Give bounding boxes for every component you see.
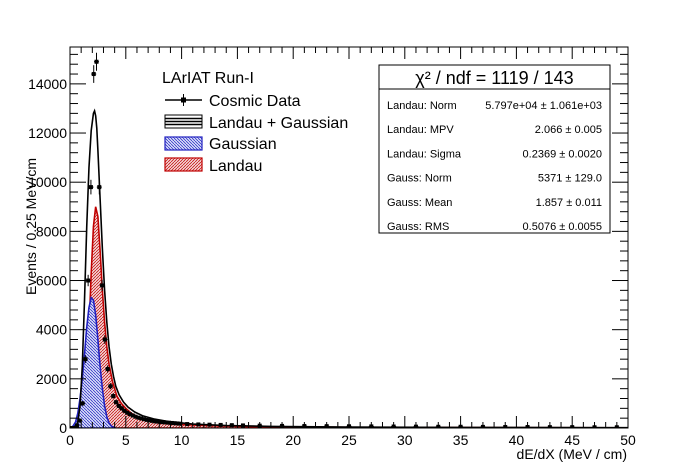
x-tick-label: 10: [174, 432, 190, 448]
data-point: [108, 384, 113, 389]
data-point: [119, 406, 124, 411]
data-point: [133, 414, 138, 419]
data-point: [240, 423, 245, 428]
fit-stat-value: 0.5076 ± 0.0055: [523, 221, 602, 233]
x-tick-label: 30: [397, 432, 413, 448]
y-tick-label: 4000: [36, 322, 67, 338]
y-tick-label: 2000: [36, 371, 67, 387]
fit-stat-value: 5371 ± 129.0: [538, 173, 602, 185]
legend-entry-landau-gaussian: Landau + Gaussian: [164, 114, 348, 132]
x-tick-label: 20: [285, 432, 301, 448]
data-point: [86, 278, 91, 283]
x-tick-label: 25: [341, 432, 357, 448]
y-tick-label: 8000: [36, 223, 67, 239]
data-point: [164, 420, 169, 425]
legend-label-landau-gaussian: Landau + Gaussian: [209, 115, 348, 132]
data-point: [100, 283, 105, 288]
x-axis-label: dE/dX (MeV / cm): [517, 446, 627, 462]
legend-title: LArIAT Run-I: [162, 70, 254, 87]
y-tick-label: 0: [59, 420, 67, 436]
data-point: [139, 416, 144, 421]
fit-stat-value: 5.797e+04 ± 1.061e+03: [485, 100, 602, 112]
legend-entry-landau: Landau: [164, 157, 262, 175]
legend-label-cosmic-data: Cosmic Data: [209, 93, 301, 110]
x-tick-label: 0: [66, 432, 74, 448]
data-point: [218, 422, 223, 427]
fit-stat-value: 2.066 ± 0.005: [535, 124, 602, 136]
y-tick-label: 12000: [28, 125, 67, 141]
data-point: [144, 417, 149, 422]
fit-stat-label: Gauss: RMS: [387, 221, 449, 233]
data-point: [158, 419, 163, 424]
x-tick-label: 40: [509, 432, 525, 448]
data-point: [77, 418, 82, 423]
fit-stats-box: χ² / ndf = 1119 / 143 Landau: Norm 5.797e…: [378, 64, 611, 234]
data-point: [91, 72, 96, 77]
legend-label-landau: Landau: [209, 158, 262, 175]
data-point: [88, 185, 93, 190]
data-point: [150, 418, 155, 423]
data-point: [70, 426, 74, 428]
data-point: [122, 408, 127, 413]
data-point: [136, 415, 141, 420]
fit-stat-label: Landau: Norm: [387, 100, 457, 112]
data-point: [116, 403, 121, 408]
data-point: [207, 422, 212, 427]
data-point: [175, 421, 180, 426]
fit-stats-rows: Landau: Norm 5.797e+04 ± 1.061e+03 Landau:…: [387, 100, 602, 233]
data-point: [105, 367, 110, 372]
legend-entry-cosmic-data: Cosmic Data: [165, 93, 301, 110]
data-point: [72, 426, 77, 428]
x-tick-label: 45: [564, 432, 580, 448]
data-point: [74, 423, 79, 428]
legend-label-gaussian: Gaussian: [209, 136, 277, 153]
data-point: [169, 420, 174, 425]
data-point: [114, 400, 119, 405]
data-point: [229, 423, 234, 428]
fit-stats-header: χ² / ndf = 1119 / 143: [415, 68, 573, 88]
data-point: [83, 357, 88, 362]
fit-stat-value: 1.857 ± 0.011: [536, 197, 602, 209]
data-point: [127, 412, 132, 417]
data-point: [161, 420, 166, 425]
legend-entry-gaussian: Gaussian: [164, 136, 277, 153]
y-axis-label: Events / 0.25 MeV/cm: [23, 158, 39, 295]
fit-stat-label: Landau: MPV: [387, 124, 454, 136]
y-tick-label: 6000: [36, 273, 67, 289]
fit-stat-label: Gauss: Norm: [387, 173, 452, 185]
data-point: [102, 337, 107, 342]
x-tick-label: 5: [122, 432, 130, 448]
data-point: [80, 401, 85, 406]
data-point: [196, 422, 201, 427]
y-tick-label: 14000: [28, 76, 67, 92]
gaussian-component-fill: [70, 296, 117, 428]
data-point: [167, 420, 172, 425]
data-point: [97, 185, 102, 190]
axes-layer: 0 5 10 15 20 25 30 35 40 45 50 0 2000 4000 6000 8000 100…: [28, 47, 636, 448]
fit-stat-label: Gauss: Mean: [387, 197, 452, 209]
data-point: [147, 418, 152, 423]
x-tick-label: 35: [453, 432, 469, 448]
data-point: [178, 421, 183, 426]
fit-stat-value: 0.2369 ± 0.0020: [523, 148, 602, 160]
data-point: [153, 419, 158, 424]
landau-component-fill: [79, 206, 628, 428]
x-tick-label: 50: [620, 432, 636, 448]
data-point: [130, 413, 135, 418]
y-tick-label: 10000: [28, 174, 67, 190]
data-point: [125, 410, 130, 415]
data-point: [94, 59, 99, 64]
fit-stat-label: Landau: Sigma: [387, 148, 462, 160]
legend: LArIAT Run-I Cosmic Data Landau + Gaussi…: [162, 70, 348, 175]
data-point: [185, 422, 190, 427]
data-point: [172, 421, 177, 426]
data-point: [111, 394, 116, 399]
data-point: [141, 417, 146, 422]
data-point: [155, 419, 160, 424]
x-tick-label: 15: [230, 432, 246, 448]
